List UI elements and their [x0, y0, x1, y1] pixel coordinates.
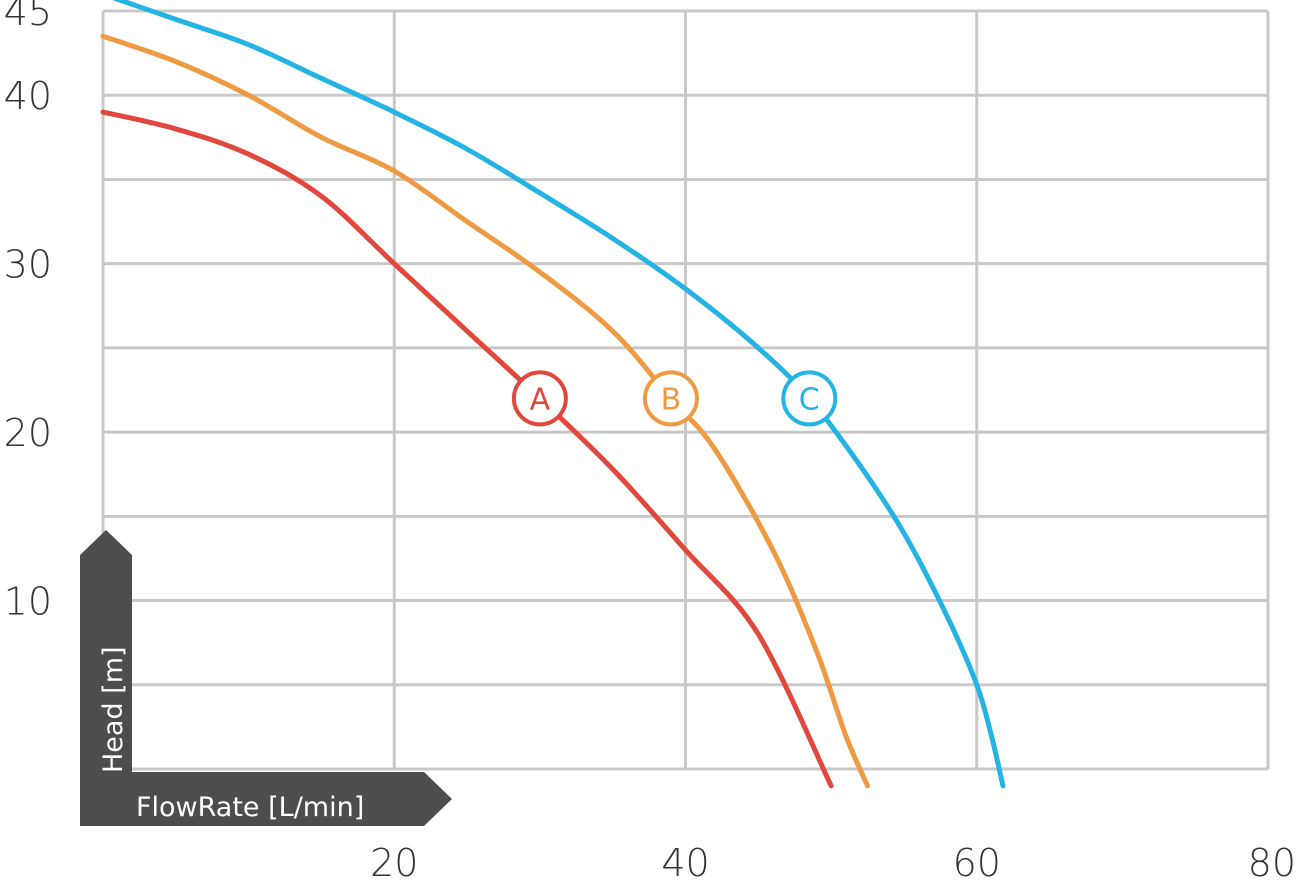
x-axis-badge: FlowRate [L/min]: [80, 772, 452, 826]
y-tick-label: 10: [4, 580, 52, 624]
series-line-b: [100, 33, 871, 789]
series-marker-label: C: [799, 382, 820, 417]
x-tick-label: 40: [661, 841, 709, 881]
series-marker-label: B: [661, 382, 682, 417]
series-marker-circle: [781, 370, 838, 427]
series-marker-b: B: [642, 370, 699, 427]
y-tick-label: 30: [4, 243, 52, 287]
y-tick-label: 40: [4, 74, 52, 118]
y-tick-label: 45: [4, 0, 52, 34]
y-axis-label: Head [m]: [98, 646, 129, 773]
tick-labels: 20 40 60 80 10 20 30 40 45: [4, 0, 1296, 881]
y-axis-badge: Head [m]: [80, 530, 132, 826]
grid: [101, 9, 1270, 771]
curves: [100, 0, 1006, 789]
series-line-a: [100, 109, 834, 789]
y-tick-label: 20: [4, 411, 52, 455]
series-marker-circle: [511, 370, 568, 427]
series-markers: A B C: [511, 370, 838, 427]
series-marker-label: A: [530, 382, 551, 417]
x-axis-label: FlowRate [L/min]: [136, 792, 364, 823]
x-tick-label: 80: [1248, 841, 1296, 881]
series-marker-c: C: [781, 370, 838, 427]
series-line-c: [112, 0, 1006, 789]
x-tick-label: 60: [953, 841, 1001, 881]
series-marker-circle: [642, 370, 699, 427]
series-marker-a: A: [511, 370, 568, 427]
x-tick-label: 20: [370, 841, 418, 881]
